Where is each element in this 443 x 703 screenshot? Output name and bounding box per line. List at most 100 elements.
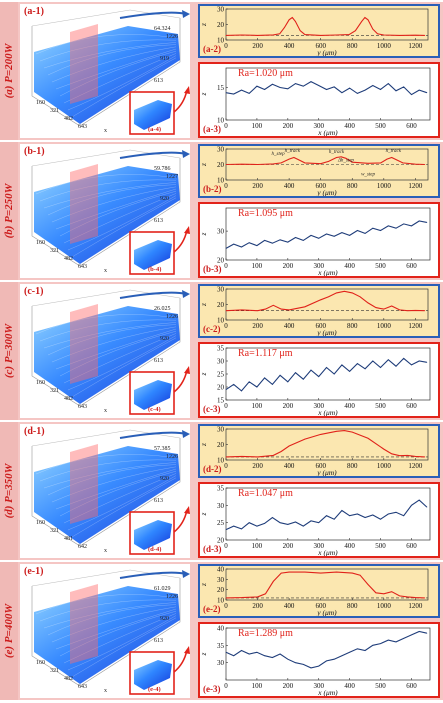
series-point <box>345 157 347 159</box>
y-tick-label: 20 <box>217 21 225 29</box>
x-tick-label: 500 <box>375 402 386 410</box>
arrow-to-roughness <box>173 369 188 393</box>
series-point <box>386 158 388 160</box>
cut-plane <box>70 444 98 524</box>
series-point <box>233 93 235 95</box>
surface-z-max: 57.385 <box>154 446 171 452</box>
series-point <box>264 377 265 379</box>
series-point <box>380 162 382 164</box>
series-point <box>336 430 337 432</box>
series-line <box>225 80 428 96</box>
series-point <box>333 658 335 660</box>
side-label: (c) P=300W <box>0 282 18 420</box>
series-point <box>280 572 282 574</box>
surface-box <box>31 298 181 407</box>
series-point <box>333 86 335 88</box>
x-tick-label: 400 <box>284 182 295 190</box>
series-point <box>279 522 281 524</box>
x-tick-label: 400 <box>344 122 355 130</box>
series-point <box>328 161 329 162</box>
series-point <box>298 159 299 161</box>
series-point <box>426 222 428 223</box>
x-tick-label: 1000 <box>377 462 392 470</box>
x-tick-label: 500 <box>375 122 386 130</box>
series-point <box>380 518 381 520</box>
series-point <box>387 359 389 361</box>
series-point <box>241 528 242 530</box>
series-point <box>415 597 416 598</box>
series-point <box>225 35 227 36</box>
surface-x-axis-label: x <box>104 548 107 554</box>
x-tick-label: 300 <box>313 542 324 550</box>
inset-label: (a-4) <box>148 126 161 133</box>
x-tick-label: 100 <box>252 262 263 270</box>
series-point <box>333 235 335 237</box>
series-point <box>233 243 235 245</box>
surface-plot: (e-1)160321482643306613920122661.029x(e-… <box>20 564 190 698</box>
series-point <box>380 89 381 90</box>
x-tick-label: 400 <box>344 402 355 410</box>
y-tick-label: 20 <box>217 301 225 309</box>
x-tick-label: 600 <box>406 402 417 410</box>
y-tick-label: 20 <box>217 257 225 265</box>
series-point <box>357 363 358 364</box>
y-tick-label: 10 <box>217 597 225 605</box>
series-point <box>375 307 377 308</box>
series-point <box>357 513 358 515</box>
series-point <box>256 85 258 87</box>
surface-plot: (d-1)160321481642306613920122657.385x(d-… <box>20 424 190 558</box>
series-point <box>326 367 327 368</box>
side-label: (b) P=250W <box>0 142 18 280</box>
roughness-chart: 0 100 200 300 400 500 600 15 20 25 30 35 x (μm) z <box>200 345 431 416</box>
series-point <box>256 525 258 527</box>
series-point <box>415 456 416 457</box>
x-tick-label: 200 <box>283 542 294 550</box>
series-point <box>284 27 285 28</box>
series-point <box>377 33 378 35</box>
x-tick-label: 300 <box>313 402 324 410</box>
y-tick-label: 10 <box>217 37 225 45</box>
series-point <box>407 455 408 456</box>
surface-y-tick: 920 <box>160 196 169 202</box>
y-tick-label: 10 <box>217 177 225 185</box>
x-axis-label: x (μm) <box>317 408 338 416</box>
inset-mesh <box>134 380 172 410</box>
y-tick-label: 10 <box>217 457 225 465</box>
roughness-panel: (c-3) 0 100 200 300 400 500 600 15 20 25 30 35 x (μm)… <box>198 342 440 418</box>
x-tick-label: 500 <box>375 542 386 550</box>
surface-y-tick: 1226 <box>166 314 178 320</box>
series-point <box>302 240 304 241</box>
series-point <box>225 164 227 165</box>
series-point <box>364 517 366 518</box>
series-point <box>265 593 266 595</box>
roughness-panel: (d-3)0 100 200 300 400 500 600 20 25 30 35 x (μm) z R… <box>198 482 440 558</box>
y-tick-label: 20 <box>217 384 225 392</box>
surface-x-tick: 643 <box>78 264 87 270</box>
x-axis-label: x (μm) <box>317 548 338 556</box>
series-point <box>355 30 356 32</box>
y-tick-label: 20 <box>217 441 225 449</box>
surface-y-tick: 920 <box>160 616 169 622</box>
figure-row-b: (b) P=250W(b-1)1603214826433066139201227… <box>0 142 443 280</box>
series-point <box>367 19 369 21</box>
surface-y-tick: 1227 <box>166 174 178 180</box>
series-point <box>264 89 265 90</box>
y-tick-label: 40 <box>217 625 225 633</box>
surface-x-axis-label: x <box>104 688 107 694</box>
ra-value: Ra=1.117 μm <box>238 348 293 359</box>
arrow-to-roughness <box>173 229 188 253</box>
series-point <box>241 163 243 165</box>
roughness-label: (d-3) <box>203 544 222 554</box>
series-point <box>349 371 350 372</box>
x-tick-label: 400 <box>284 462 295 470</box>
series-point <box>380 230 381 231</box>
x-tick-label: 200 <box>252 462 263 470</box>
profile-label: (b-2) <box>203 184 222 194</box>
x-tick-label: 0 <box>224 602 228 610</box>
series-point <box>403 638 405 639</box>
x-axis-label: y (μm) <box>316 468 337 476</box>
surface-x-tick: 482 <box>64 676 73 682</box>
